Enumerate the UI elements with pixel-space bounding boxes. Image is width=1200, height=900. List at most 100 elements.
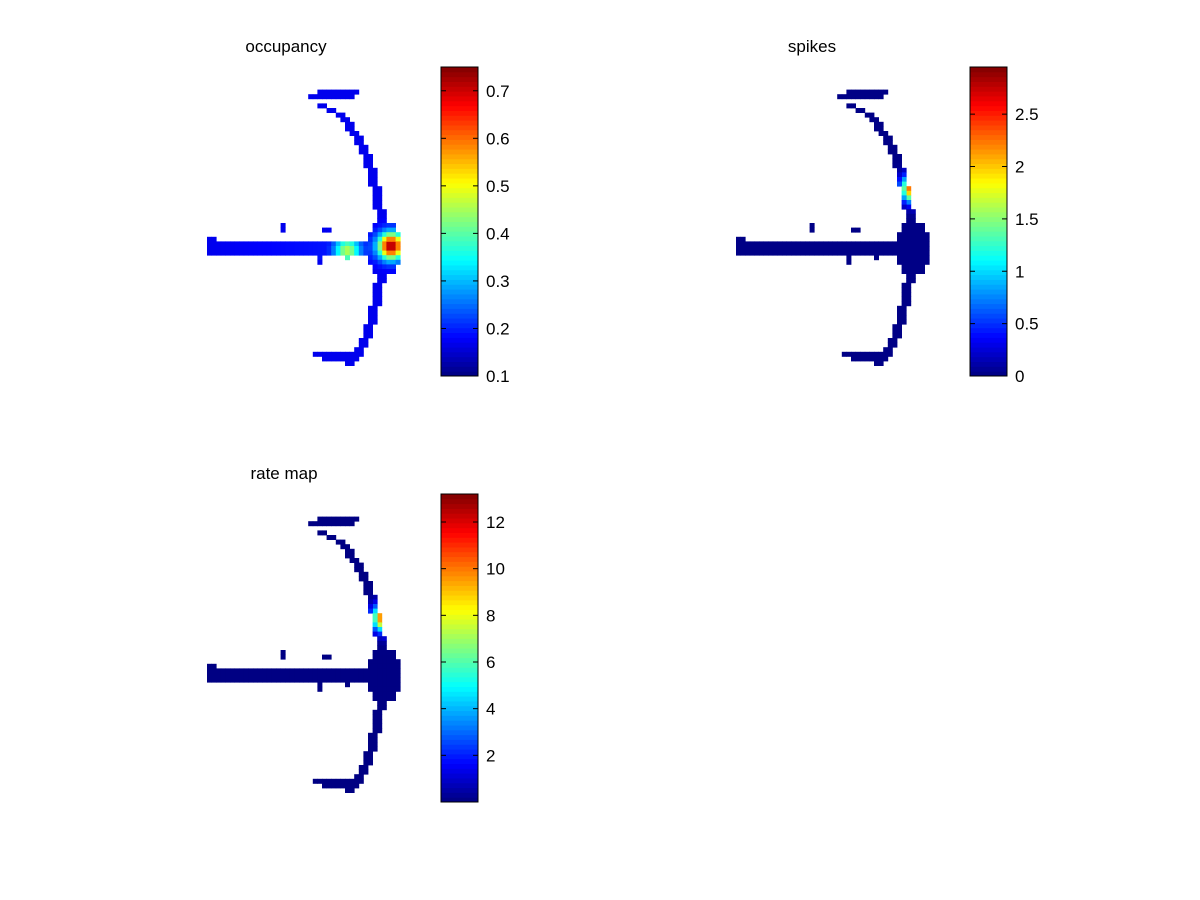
heatmap-cell bbox=[855, 241, 861, 247]
heatmap-cell bbox=[381, 677, 387, 683]
heatmap-cell bbox=[317, 351, 323, 357]
heatmap-cell bbox=[874, 117, 879, 123]
heatmap-cell bbox=[340, 521, 346, 527]
heatmap-cell bbox=[897, 158, 902, 164]
colorbar-segment bbox=[970, 274, 1007, 280]
heatmap-cell bbox=[828, 246, 833, 251]
heatmap-cell bbox=[345, 677, 350, 683]
heatmap-cell bbox=[874, 94, 879, 100]
heatmap-cell bbox=[782, 250, 787, 256]
heatmap-cell bbox=[322, 103, 327, 109]
heatmap-cell bbox=[363, 342, 369, 348]
heatmap-cell bbox=[892, 144, 898, 150]
heatmap-cell bbox=[349, 788, 355, 793]
heatmap-cell bbox=[391, 686, 396, 692]
heatmap-cell bbox=[377, 668, 383, 674]
heatmap-cell bbox=[377, 250, 383, 256]
heatmap-cell bbox=[335, 112, 341, 118]
heatmap-cell bbox=[239, 250, 245, 256]
heatmap-cell bbox=[887, 347, 893, 353]
heatmap-cell bbox=[317, 250, 323, 256]
colorbar-segment bbox=[441, 768, 478, 774]
heatmap-cell bbox=[883, 135, 889, 141]
heatmap-cell bbox=[326, 521, 332, 527]
heatmap-cell bbox=[358, 567, 364, 573]
heatmap-cell bbox=[391, 232, 396, 238]
heatmap-cell bbox=[920, 255, 925, 261]
heatmap-cell bbox=[740, 250, 746, 256]
heatmap-cell bbox=[391, 259, 396, 265]
heatmap-cell bbox=[363, 163, 369, 169]
heatmap-cell bbox=[372, 287, 378, 293]
heatmap-cell bbox=[377, 236, 383, 242]
heatmap-cell bbox=[386, 241, 392, 247]
heatmap-cell bbox=[901, 319, 907, 325]
heatmap-cell bbox=[910, 213, 916, 219]
heatmap-cell bbox=[280, 223, 286, 228]
heatmap-cell bbox=[377, 213, 383, 219]
heatmap-cell bbox=[372, 246, 378, 251]
colorbar-segment bbox=[970, 318, 1007, 324]
colorbar-segment bbox=[441, 604, 478, 610]
heatmap-cell bbox=[368, 177, 373, 182]
heatmap-cell bbox=[276, 241, 281, 247]
heatmap-cell bbox=[892, 324, 898, 330]
heatmap-cell bbox=[326, 677, 332, 683]
colorbar-segment bbox=[441, 115, 478, 121]
heatmap-cell bbox=[349, 778, 355, 784]
heatmap-cell bbox=[906, 287, 912, 293]
heatmap-cell bbox=[901, 246, 907, 251]
colorbar-segment bbox=[441, 100, 478, 107]
heatmap-cell bbox=[299, 673, 304, 678]
heatmap-cell bbox=[395, 677, 401, 683]
heatmap-cell bbox=[248, 677, 254, 683]
heatmap-cell bbox=[924, 241, 930, 247]
colorbar-segment bbox=[441, 356, 478, 363]
heatmap-cell bbox=[340, 516, 346, 522]
heatmap-cell bbox=[855, 356, 861, 362]
colorbar-tick-label: 12 bbox=[486, 513, 505, 532]
heatmap-cell bbox=[230, 241, 235, 247]
heatmap-cell bbox=[892, 149, 898, 155]
heatmap-cell bbox=[349, 121, 355, 127]
heatmap-cell bbox=[322, 668, 327, 674]
heatmap-cell bbox=[837, 250, 843, 256]
heatmap-cell bbox=[855, 246, 861, 251]
heatmap-cell bbox=[230, 677, 235, 683]
heatmap-cell bbox=[828, 241, 833, 247]
heatmap-cell bbox=[759, 241, 764, 247]
colorbar-segment bbox=[441, 546, 478, 553]
heatmap-cell bbox=[211, 677, 217, 683]
heatmap-cell bbox=[377, 709, 383, 715]
colorbar-segment bbox=[970, 308, 1007, 314]
heatmap-cell bbox=[883, 89, 889, 95]
heatmap-cell bbox=[782, 246, 787, 251]
colorbar-segment bbox=[970, 298, 1007, 305]
heatmap-cell bbox=[924, 232, 930, 238]
heatmap-cell bbox=[395, 659, 401, 665]
heatmap-cell bbox=[901, 264, 907, 270]
heatmap-cell bbox=[372, 709, 378, 715]
heatmap-cell bbox=[910, 236, 916, 242]
colorbar-segment bbox=[441, 710, 478, 716]
heatmap-cell bbox=[772, 241, 778, 247]
heatmap-cell bbox=[386, 654, 392, 660]
heatmap-cell bbox=[381, 209, 387, 215]
heatmap-cell bbox=[800, 250, 806, 256]
heatmap-cell bbox=[280, 250, 286, 256]
heatmap-cell bbox=[887, 135, 893, 141]
heatmap-cell bbox=[809, 223, 815, 228]
heatmap-cell bbox=[294, 673, 300, 678]
heatmap-cell bbox=[326, 356, 332, 362]
colorbar-segment bbox=[441, 134, 478, 140]
heatmap-cell bbox=[386, 227, 392, 233]
heatmap-cell bbox=[901, 167, 907, 173]
heatmap-cell bbox=[395, 236, 401, 242]
heatmap-cell bbox=[897, 163, 902, 169]
heatmap-cell bbox=[892, 250, 898, 256]
heatmap-cell bbox=[386, 269, 392, 274]
heatmap-cell bbox=[841, 250, 847, 256]
heatmap-cell bbox=[331, 783, 337, 789]
heatmap-cell bbox=[331, 94, 337, 100]
heatmap-cell bbox=[906, 259, 912, 265]
